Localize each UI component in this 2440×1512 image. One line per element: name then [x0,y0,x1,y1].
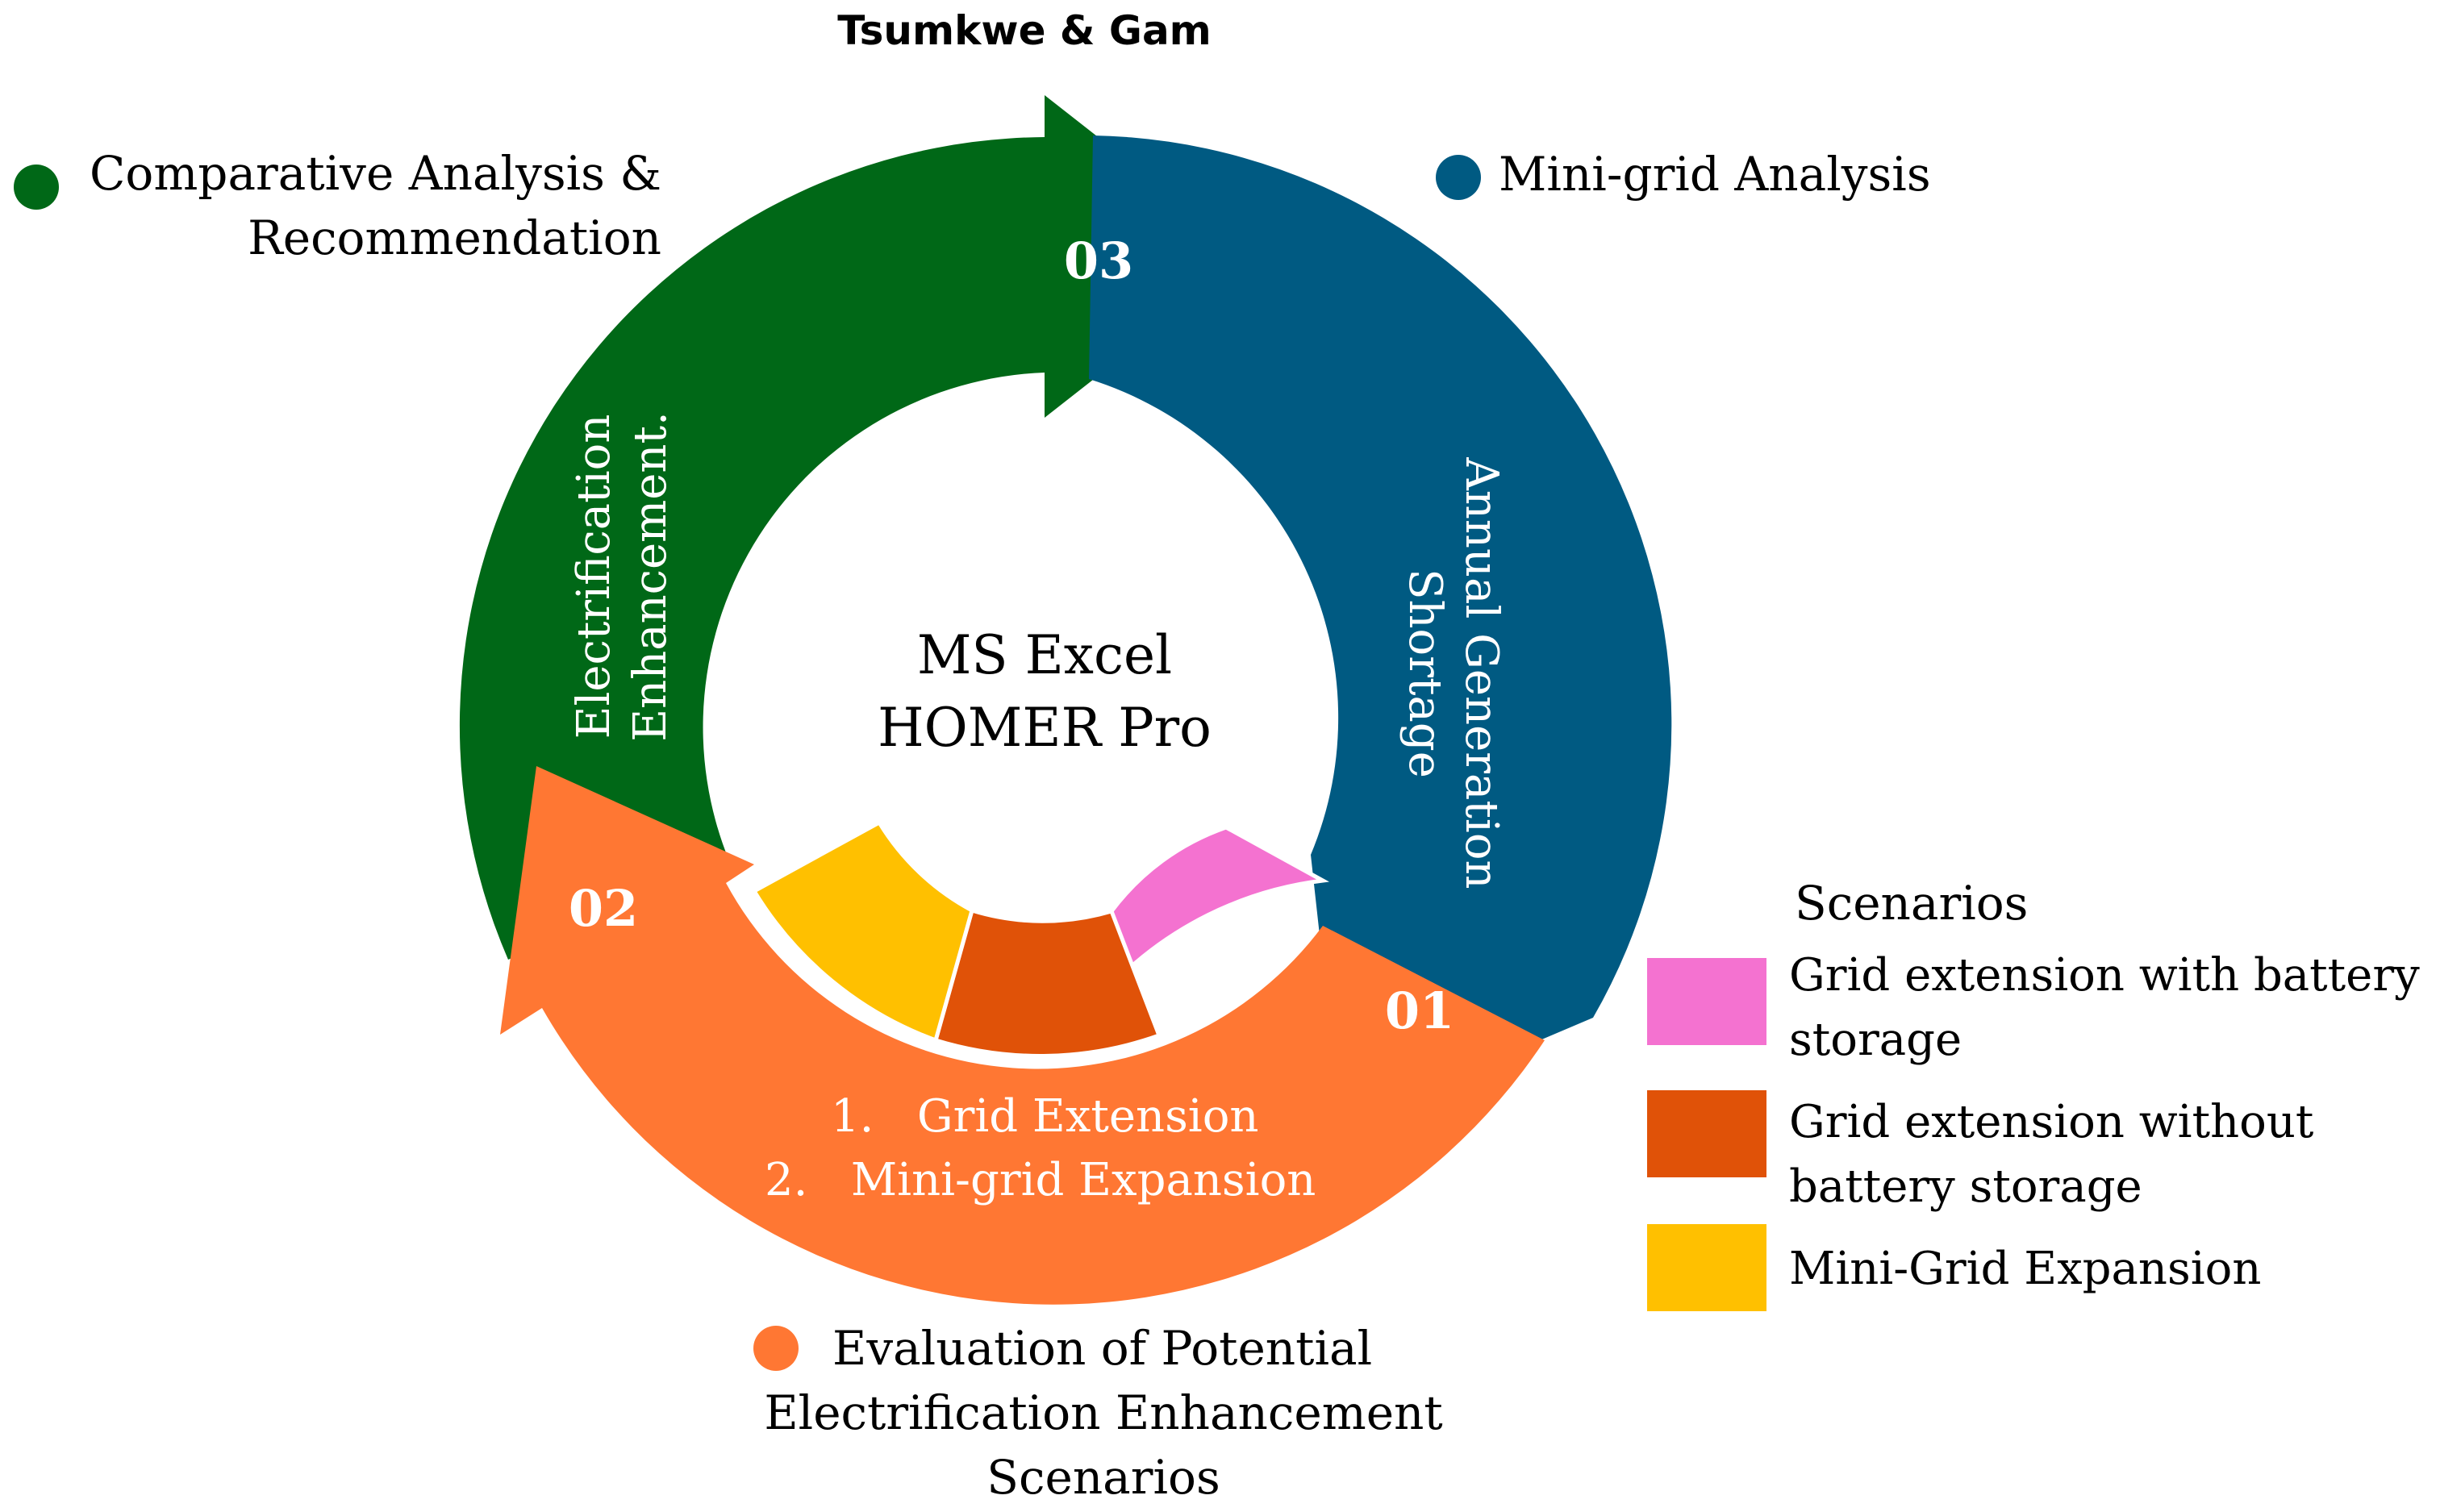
stage-02-arc-text-line2: 2. Mini-grid Expansion [765,1154,1316,1206]
stage-03-legend-line1: Comparative Analysis & [90,146,661,201]
scenario-wedge-grid-without-battery [932,907,1162,1058]
stage-02-arrow [500,766,1545,1305]
stage-01-arc-text-line2: Shortage [1399,569,1451,778]
scenario-label-grid-with-battery-line1: Grid extension with battery [1789,949,2420,1002]
center-tool-1: MS Excel [917,624,1172,686]
scenario-label-grid-without-battery-line2: battery storage [1789,1160,2142,1213]
scenario-swatch-grid-with-battery [1647,958,1766,1045]
scenario-label-grid-without-battery-line1: Grid extension without [1789,1096,2314,1148]
stage-number-03: 03 [1064,231,1133,290]
stage-02-legend-dot [753,1326,799,1371]
stage-01-legend: Mini-grid Analysis [1436,147,1931,202]
stage-01-arc-text-line1: Annual Generation [1455,456,1508,889]
stage-02-legend-line3: Scenarios [986,1450,1220,1505]
scenario-wedge-mini-grid [751,819,974,1043]
scenario-label-grid-with-battery-line2: storage [1789,1014,1962,1066]
scenarios-legend: Scenarios Grid extension with battery st… [1647,876,2420,1311]
stage-03-legend-line2: Recommendation [248,210,661,265]
stage-02-legend-line1: Evaluation of Potential [832,1321,1372,1376]
stage-03-legend-dot [14,165,59,210]
stage-01-legend-line1: Mini-grid Analysis [1499,147,1931,202]
stage-01-legend-dot [1436,155,1481,200]
diagram-title: Tsumkwe & Gam [837,7,1212,54]
stage-03-arrow [459,95,1250,960]
stage-02-legend: Evaluation of Potential Electrification … [753,1321,1443,1505]
center-tool-2: HOMER Pro [878,697,1212,759]
stage-number-02: 02 [569,879,638,938]
stage-number-01: 01 [1385,981,1454,1040]
scenarios-heading: Scenarios [1795,876,2028,931]
scenario-wedge-grid-with-battery [1108,825,1329,992]
stage-03-legend: Comparative Analysis & Recommendation [14,146,661,265]
stage-01-arrow [1089,135,1672,1125]
scenario-swatch-mini-grid [1647,1224,1766,1311]
scenario-label-mini-grid-line1: Mini-Grid Expansion [1789,1243,2261,1295]
stage-02-arc-text-line1: 1. Grid Extension [831,1090,1259,1143]
stage-02-legend-line2: Electrification Enhancement [764,1385,1442,1440]
stage-03-arc-text-line1: Electrification [568,414,620,739]
stage-03-arc-text-line2: Enhancement. [624,411,677,742]
scenario-swatch-grid-without-battery [1647,1090,1766,1177]
